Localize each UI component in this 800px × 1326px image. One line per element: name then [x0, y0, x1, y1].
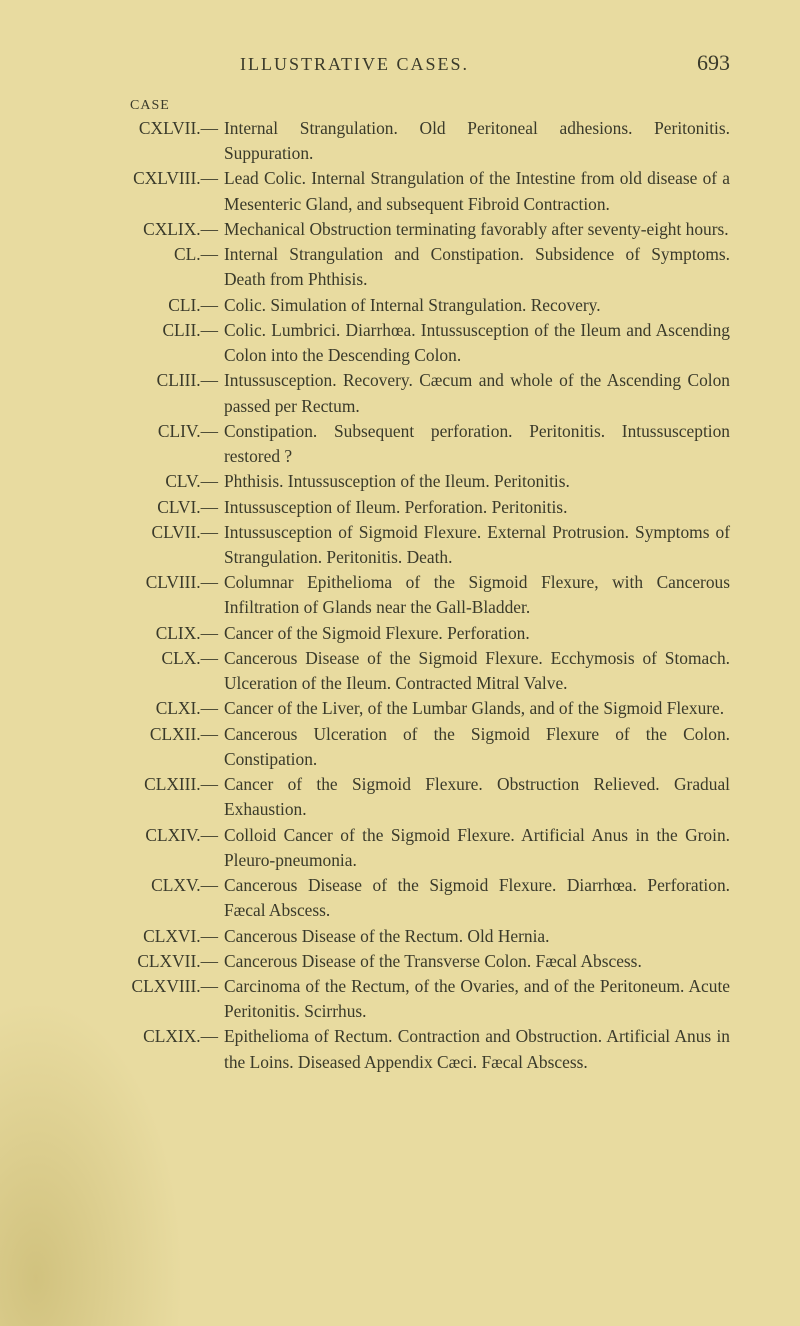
case-entry: CLIV.—Constipation. Subsequent perforati… [90, 419, 730, 469]
case-text: Cancerous Disease of the Rectum. Old Her… [224, 924, 730, 949]
case-number: CLXVIII.— [90, 974, 224, 999]
case-entry: CXLVII.—Internal Strangulation. Old Peri… [90, 116, 730, 166]
case-entry: CXLIX.—Mechanical Obstruction terminatin… [90, 217, 730, 242]
case-text: Intussusception. Recovery. Cæcum and who… [224, 368, 730, 418]
case-column-label: CASE [130, 98, 730, 114]
case-text: Intussusception of Ileum. Perforation. P… [224, 495, 730, 520]
case-entry: CLXII.—Cancerous Ulceration of the Sigmo… [90, 722, 730, 772]
case-entries: CXLVII.—Internal Strangulation. Old Peri… [90, 116, 730, 1075]
case-text: Cancer of the Sigmoid Flexure. Obstructi… [224, 772, 730, 822]
case-number: CXLVIII.— [90, 166, 224, 191]
case-text: Colloid Cancer of the Sigmoid Flexure. A… [224, 823, 730, 873]
case-number: CXLVII.— [90, 116, 224, 141]
case-entry: CL.—Internal Strangulation and Constipat… [90, 242, 730, 292]
case-text: Intussusception of Sigmoid Flexure. Exte… [224, 520, 730, 570]
case-text: Lead Colic. Internal Strangulation of th… [224, 166, 730, 216]
header-row: ILLUSTRATIVE CASES. 693 [90, 50, 730, 76]
case-number: CLVI.— [90, 495, 224, 520]
case-entry: CLIX.—Cancer of the Sigmoid Flexure. Per… [90, 621, 730, 646]
case-number: CLI.— [90, 293, 224, 318]
case-text: Cancerous Disease of the Transverse Colo… [224, 949, 730, 974]
case-text: Columnar Epithelioma of the Sigmoid Flex… [224, 570, 730, 620]
case-entry: CLXV.—Cancerous Disease of the Sigmoid F… [90, 873, 730, 923]
case-number: CLXIII.— [90, 772, 224, 797]
case-number: CLIV.— [90, 419, 224, 444]
case-entry: CLVII.—Intussusception of Sigmoid Flexur… [90, 520, 730, 570]
case-number: CLIII.— [90, 368, 224, 393]
case-number: CL.— [90, 242, 224, 267]
case-number: CLXI.— [90, 696, 224, 721]
case-text: Cancer of the Liver, of the Lumbar Gland… [224, 696, 730, 721]
case-entry: CLVIII.—Columnar Epithelioma of the Sigm… [90, 570, 730, 620]
case-text: Epithelioma of Rectum. Contraction and O… [224, 1024, 730, 1074]
case-text: Internal Strangulation. Old Peritoneal a… [224, 116, 730, 166]
case-text: Mechanical Obstruction terminating favor… [224, 217, 730, 242]
page-number: 693 [697, 50, 730, 76]
case-entry: CLVI.—Intussusception of Ileum. Perforat… [90, 495, 730, 520]
case-number: CLXII.— [90, 722, 224, 747]
case-entry: CLXI.—Cancer of the Liver, of the Lumbar… [90, 696, 730, 721]
case-number: CLIX.— [90, 621, 224, 646]
case-entry: CLXIV.—Colloid Cancer of the Sigmoid Fle… [90, 823, 730, 873]
case-text: Cancerous Ulceration of the Sigmoid Flex… [224, 722, 730, 772]
case-text: Constipation. Subsequent perforation. Pe… [224, 419, 730, 469]
case-text: Cancerous Disease of the Sigmoid Flexure… [224, 646, 730, 696]
case-number: CLXIX.— [90, 1024, 224, 1049]
case-number: CLII.— [90, 318, 224, 343]
case-entry: CLV.—Phthisis. Intussusception of the Il… [90, 469, 730, 494]
case-entry: CLXVI.—Cancerous Disease of the Rectum. … [90, 924, 730, 949]
case-text: Cancerous Disease of the Sigmoid Flexure… [224, 873, 730, 923]
running-title: ILLUSTRATIVE CASES. [240, 54, 469, 75]
case-number: CLXVII.— [90, 949, 224, 974]
case-number: CLX.— [90, 646, 224, 671]
case-entry: CLXVII.—Cancerous Disease of the Transve… [90, 949, 730, 974]
case-entry: CLIII.—Intussusception. Recovery. Cæcum … [90, 368, 730, 418]
case-number: CLV.— [90, 469, 224, 494]
page: ILLUSTRATIVE CASES. 693 CASE CXLVII.—Int… [0, 0, 800, 1326]
case-entry: CLXIII.—Cancer of the Sigmoid Flexure. O… [90, 772, 730, 822]
case-number: CLXV.— [90, 873, 224, 898]
case-entry: CXLVIII.—Lead Colic. Internal Strangulat… [90, 166, 730, 216]
case-text: Cancer of the Sigmoid Flexure. Perforati… [224, 621, 730, 646]
case-entry: CLII.—Colic. Lumbrici. Diarrhœa. Intussu… [90, 318, 730, 368]
case-text: Phthisis. Intussusception of the Ileum. … [224, 469, 730, 494]
case-entry: CLX.—Cancerous Disease of the Sigmoid Fl… [90, 646, 730, 696]
case-entry: CLXIX.—Epithelioma of Rectum. Contractio… [90, 1024, 730, 1074]
case-number: CLVII.— [90, 520, 224, 545]
case-entry: CLI.—Colic. Simulation of Internal Stran… [90, 293, 730, 318]
case-text: Internal Strangulation and Constipation.… [224, 242, 730, 292]
case-text: Colic. Simulation of Internal Strangulat… [224, 293, 730, 318]
case-number: CLXVI.— [90, 924, 224, 949]
case-entry: CLXVIII.—Carcinoma of the Rectum, of the… [90, 974, 730, 1024]
case-text: Colic. Lumbrici. Diarrhœa. Intussuscepti… [224, 318, 730, 368]
case-number: CLVIII.— [90, 570, 224, 595]
case-text: Carcinoma of the Rectum, of the Ovaries,… [224, 974, 730, 1024]
case-number: CXLIX.— [90, 217, 224, 242]
case-number: CLXIV.— [90, 823, 224, 848]
